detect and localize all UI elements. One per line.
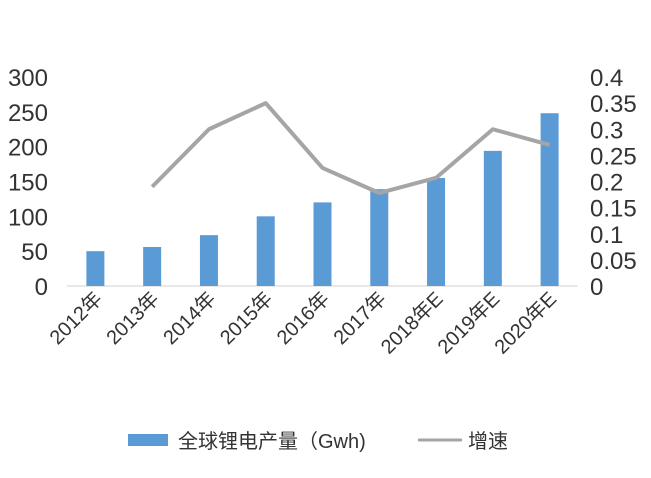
x-axis-labels: 2012年2013年2014年2015年2016年2017年2018年E2019… [45, 287, 561, 358]
x-tick-label: 2012年 [45, 287, 107, 349]
x-tick-label: 2020年E [490, 287, 561, 358]
legend-bar-swatch [128, 434, 168, 446]
x-tick-label: 2016年 [272, 287, 334, 349]
x-tick-label: 2013年 [102, 287, 164, 349]
left-tick-label: 100 [8, 204, 48, 231]
legend-line-label: 增速 [468, 430, 508, 453]
right-axis: 00.050.10.150.20.250.30.350.4 [590, 65, 637, 301]
right-tick-label: 0 [590, 274, 603, 301]
legend-bar-label: 全球锂电产量（Gwh) [178, 430, 366, 453]
left-tick-label: 150 [8, 170, 48, 197]
x-tick-label: 2019年E [433, 287, 504, 358]
right-tick-label: 0.35 [590, 91, 637, 118]
left-tick-label: 300 [8, 65, 48, 92]
bar-2018年E [427, 178, 445, 286]
right-tick-label: 0.25 [590, 143, 637, 170]
bar-2017年 [370, 189, 388, 286]
x-tick-label: 2015年 [215, 287, 277, 349]
left-tick-label: 50 [21, 239, 48, 266]
legend: 全球锂电产量（Gwh) 增速 [128, 430, 508, 453]
x-tick-label: 2014年 [159, 287, 221, 349]
right-tick-label: 0.4 [590, 65, 623, 92]
bar-2013年 [143, 247, 161, 286]
right-tick-label: 0.05 [590, 248, 637, 275]
bar-2014年 [200, 235, 218, 286]
bar-2016年 [314, 202, 332, 286]
right-tick-label: 0.3 [590, 117, 623, 144]
left-tick-label: 0 [35, 274, 48, 301]
right-tick-label: 0.1 [590, 222, 623, 249]
left-tick-label: 250 [8, 100, 48, 127]
bar-2019年E [484, 151, 502, 286]
bar-series [86, 113, 558, 286]
left-axis: 0 50 100 150 200 250 300 [8, 65, 48, 301]
right-tick-label: 0.15 [590, 196, 637, 223]
bar-2020年E [541, 113, 559, 286]
right-tick-label: 0.2 [590, 170, 623, 197]
left-tick-label: 200 [8, 135, 48, 162]
bar-2015年 [257, 216, 275, 286]
bar-2012年 [86, 251, 104, 286]
x-tick-label: 2018年E [376, 287, 447, 358]
